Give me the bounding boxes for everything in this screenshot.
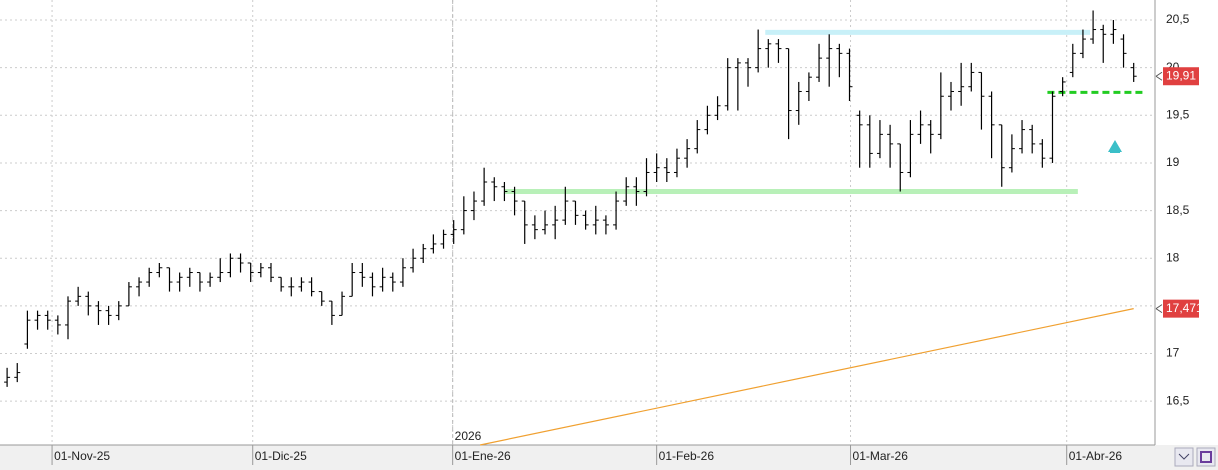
up-arrow-icon (1108, 140, 1122, 152)
moving-average-line (479, 308, 1134, 446)
x-tick-label: 01-Dic-25 (255, 449, 307, 463)
save-icon (1200, 451, 1212, 463)
price-label-box (1163, 299, 1199, 318)
x-tick-label: 01-Ene-26 (455, 449, 511, 463)
scroll-button[interactable] (1174, 447, 1194, 467)
y-tick-label: 20,5 (1166, 12, 1190, 26)
y-tick-label: 19,5 (1166, 107, 1190, 121)
up-arrow-stem (1110, 150, 1120, 153)
y-tick-label: 19 (1166, 155, 1180, 169)
y-tick-label: 17 (1166, 346, 1180, 360)
price-pointer (1155, 71, 1163, 81)
year-label: 2026 (455, 429, 482, 443)
price-label-box (1163, 67, 1199, 86)
y-tick-label: 18 (1166, 250, 1180, 264)
y-tick-label: 18,5 (1166, 203, 1190, 217)
x-tick-label: 01-Abr-26 (1069, 449, 1123, 463)
save-button[interactable] (1196, 447, 1216, 467)
scroll-icon (1178, 453, 1190, 460)
x-tick-label: 01-Feb-26 (659, 449, 715, 463)
price-label: 19,91 (1166, 68, 1196, 82)
y-tick-label: 16,5 (1166, 393, 1190, 407)
x-tick-label: 01-Mar-26 (853, 449, 909, 463)
price-pointer (1155, 304, 1163, 314)
price-label: 17,471 (1166, 301, 1203, 315)
x-tick-label: 01-Nov-25 (54, 449, 110, 463)
x-axis-band (0, 445, 1218, 470)
